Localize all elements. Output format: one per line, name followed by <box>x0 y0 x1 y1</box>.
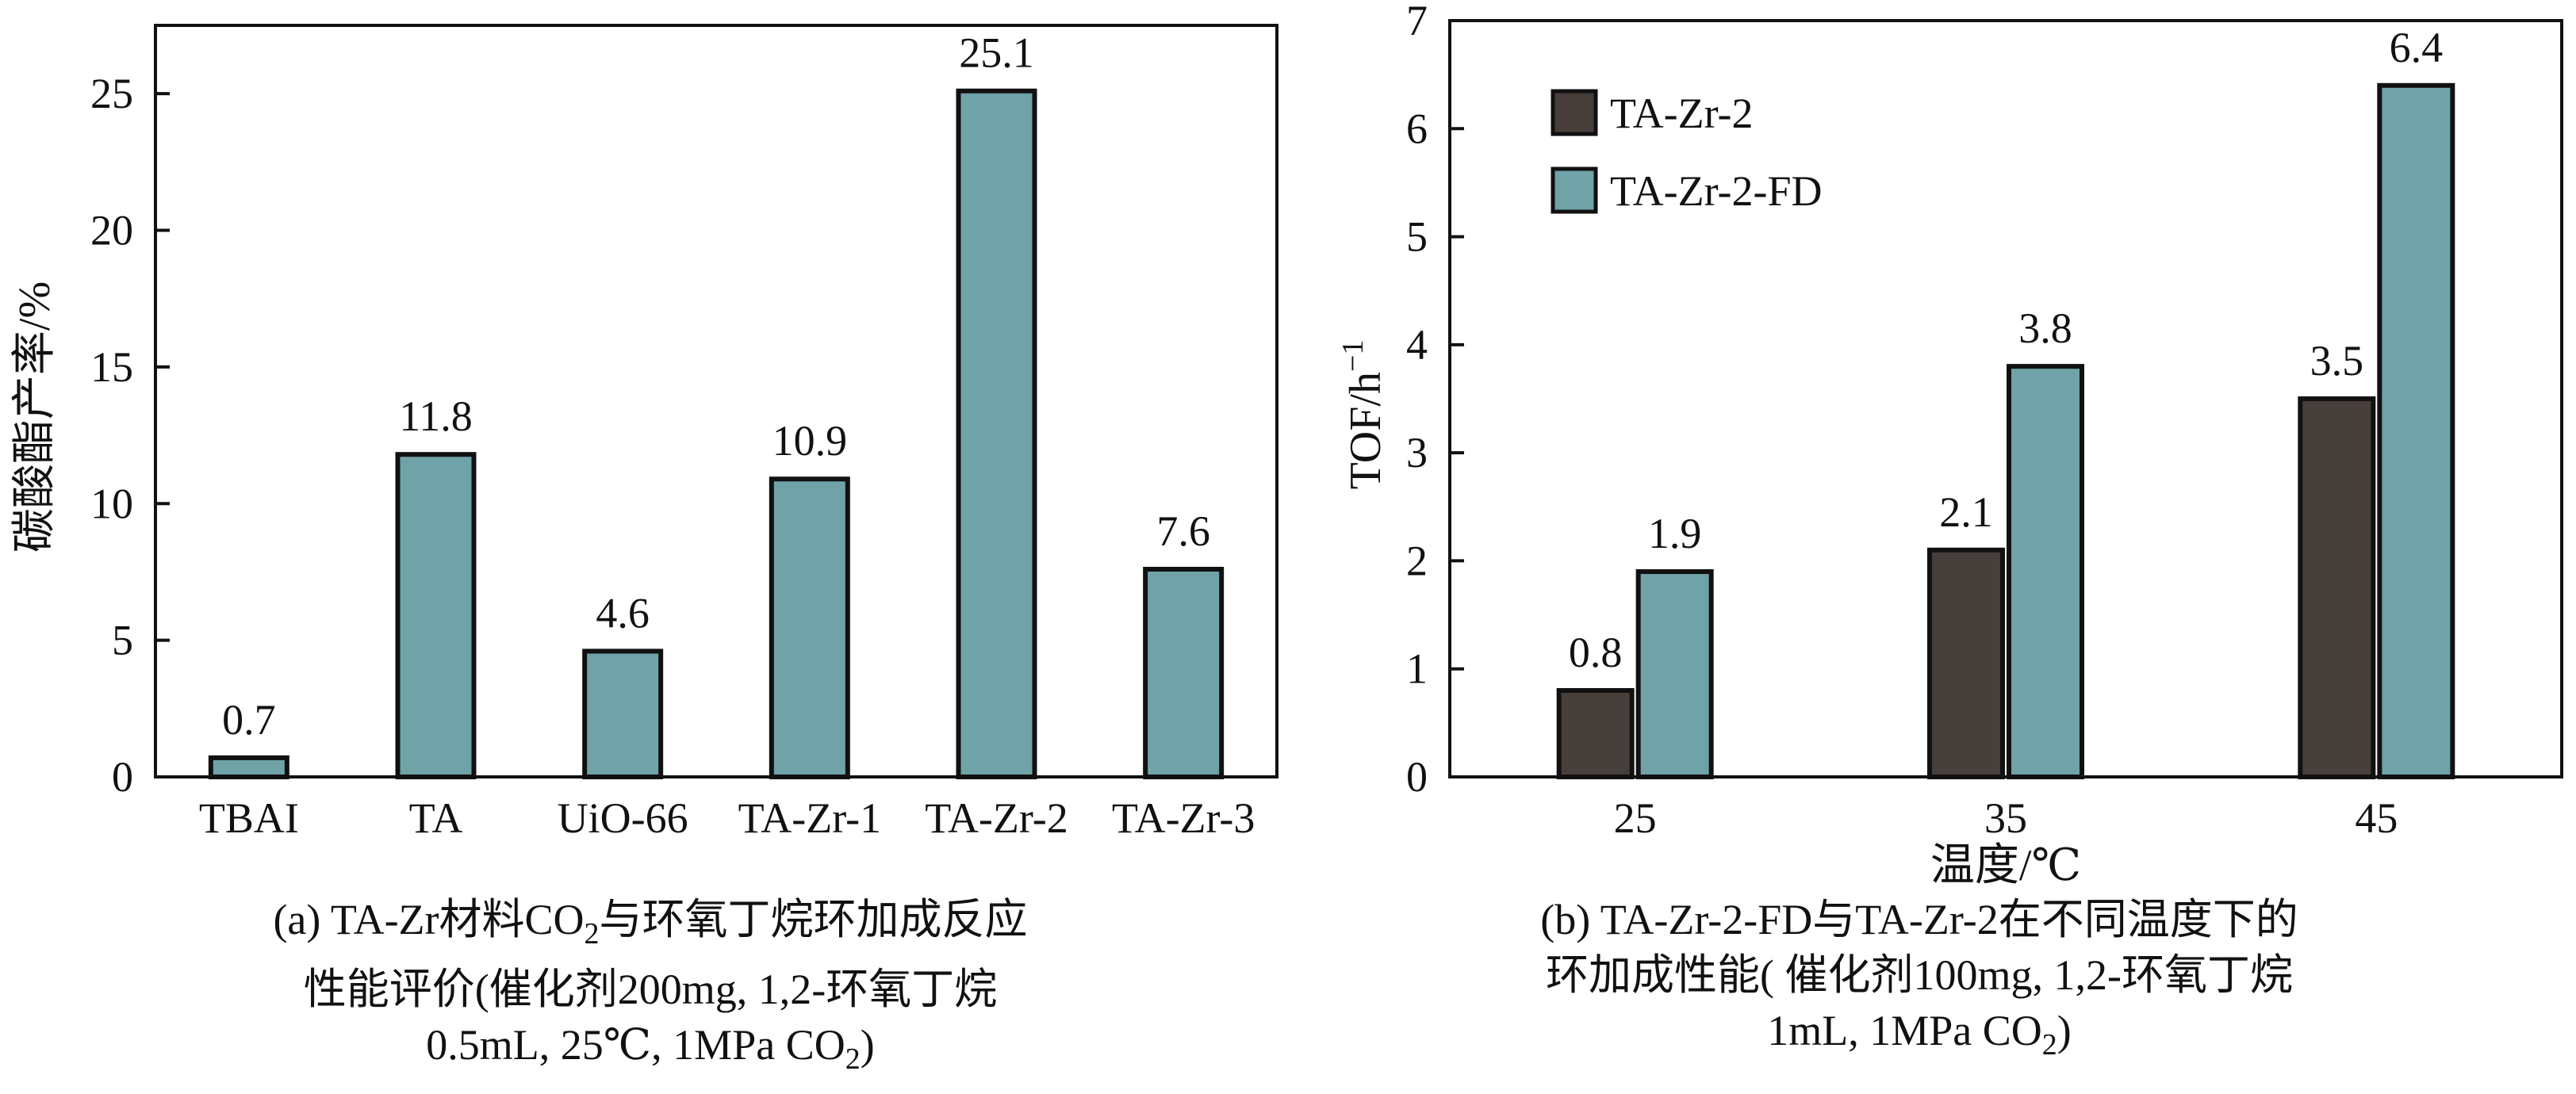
x-tick-label: TA-Zr-1 <box>738 794 882 842</box>
caption-a: (a) TA-Zr材料CO2与环氧丁烷环加成反应 性能评价(催化剂200mg, … <box>56 892 1245 1087</box>
bar-uio-66 <box>582 648 664 780</box>
x-tick-label: UiO-66 <box>558 794 688 842</box>
legend-swatch <box>1551 89 1598 136</box>
x-tick-label: 35 <box>1984 794 2027 842</box>
data-label: 10.9 <box>772 417 848 465</box>
y-tick-label: 0 <box>112 753 133 801</box>
data-label: 25.1 <box>959 29 1034 77</box>
chart-b-tof: 012345670.81.9252.13.8353.56.445TA-Zr-2T… <box>1336 0 2563 890</box>
legend-label: TA-Zr-2 <box>1610 90 1754 137</box>
data-label: 0.8 <box>1569 629 1623 676</box>
caption-b-line3: 1mL, 1MPa CO2) <box>1767 1007 2072 1061</box>
x-axis-label: 温度/℃ <box>1930 841 2081 890</box>
y-tick-label: 5 <box>112 617 133 664</box>
caption-b-line1: (b) TA-Zr-2-FD与TA-Zr-2在不同温度下的 <box>1540 896 2298 943</box>
y-tick-label: 7 <box>1406 0 1428 44</box>
caption-b-line2: 环加成性能( 催化剂100mg, 1,2-环氧丁烷 <box>1546 951 2293 999</box>
data-label: 1.9 <box>1648 510 1702 557</box>
x-tick-label: 45 <box>2355 794 2398 842</box>
x-tick-label: 25 <box>1614 794 1657 842</box>
caption-a-line1: (a) TA-Zr材料CO2与环氧丁烷环加成反应 <box>273 896 1028 951</box>
x-tick-label: TBAI <box>199 794 299 842</box>
bar-ta-zr-2-fd-35 <box>2007 364 2084 780</box>
y-tick-label: 2 <box>1406 537 1428 584</box>
data-label: 6.4 <box>2390 24 2444 71</box>
plot-frame <box>1448 19 2563 778</box>
data-label: 2.1 <box>1939 488 1993 536</box>
bar-ta-zr-2-25 <box>1556 687 1635 780</box>
y-axis-label: 碳酸酯产率/% <box>10 281 59 553</box>
bar-ta-zr-2 <box>956 88 1037 779</box>
data-label: 4.6 <box>596 589 650 637</box>
legend-label: TA-Zr-2-FD <box>1610 167 1823 215</box>
data-label: 3.8 <box>2018 304 2072 352</box>
y-tick-label: 5 <box>1406 213 1428 261</box>
plot-frame <box>154 24 1278 778</box>
caption-a-line3: 0.5mL, 25℃, 1MPa CO2) <box>426 1020 875 1076</box>
bar-ta-zr-2-fd-45 <box>2377 82 2455 780</box>
caption-b: (b) TA-Zr-2-FD与TA-Zr-2在不同温度下的 环加成性能( 催化剂… <box>1324 892 2514 1073</box>
bar-ta <box>395 452 477 779</box>
y-tick-label: 15 <box>90 343 133 391</box>
y-tick-label: 3 <box>1406 429 1428 476</box>
y-tick-label: 20 <box>90 207 133 254</box>
y-tick-label: 10 <box>90 480 133 527</box>
data-label: 0.7 <box>222 696 276 744</box>
chart-a-yield: 0 5 10 15 20 25 0.7 TBAI 11.8 TA 4.6 UiO-66 10.9 TA-Z… <box>10 24 1278 842</box>
x-tick-label: TA-Zr-3 <box>1112 794 1255 842</box>
y-tick-label: 0 <box>1406 753 1428 801</box>
bar-ta-zr-1 <box>769 476 850 779</box>
y-tick-label: 6 <box>1406 105 1428 152</box>
y-tick-label: 4 <box>1406 321 1428 369</box>
bar-ta-zr-2-35 <box>1927 547 2005 779</box>
y-tick-label: 25 <box>90 70 133 117</box>
y-tick-label: 1 <box>1406 645 1428 693</box>
data-label: 7.6 <box>1156 507 1210 555</box>
bar-ta-zr-3 <box>1143 567 1225 779</box>
bar-ta-zr-2-45 <box>2298 396 2376 779</box>
caption-a-line2: 性能评价(催化剂200mg, 1,2-环氧丁烷 <box>303 965 998 1013</box>
bar-tbai <box>208 755 289 779</box>
data-label: 3.5 <box>2310 337 2364 384</box>
x-tick-label: TA-Zr-2 <box>925 794 1068 842</box>
bar-ta-zr-2-fd-25 <box>1635 569 1714 779</box>
data-label: 11.8 <box>399 392 473 440</box>
y-axis-label: TOF/h−1 <box>1336 340 1390 490</box>
legend-swatch <box>1551 166 1598 214</box>
x-tick-label: TA <box>409 794 463 842</box>
